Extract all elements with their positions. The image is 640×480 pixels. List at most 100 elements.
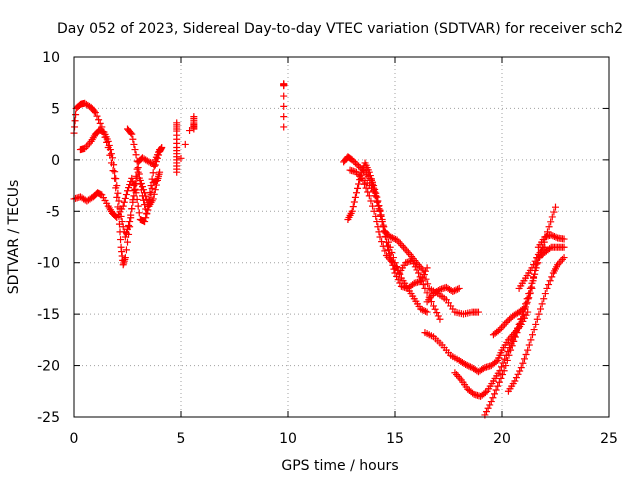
data-point xyxy=(130,192,138,200)
data-point xyxy=(492,386,500,394)
data-point xyxy=(433,309,441,317)
data-point xyxy=(455,284,463,292)
data-point xyxy=(134,164,142,172)
data-point xyxy=(109,167,117,175)
data-point xyxy=(371,185,379,193)
data-point xyxy=(518,315,526,323)
data-point xyxy=(173,168,181,176)
data-point xyxy=(142,192,150,200)
x-tick-label: 20 xyxy=(493,431,511,447)
data-point xyxy=(388,234,396,242)
data-point xyxy=(499,371,507,379)
data-point xyxy=(552,203,559,211)
data-point xyxy=(530,261,538,269)
data-point xyxy=(533,315,541,323)
data-point xyxy=(350,198,358,206)
data-point xyxy=(528,331,536,339)
data-point xyxy=(541,290,549,298)
data-point xyxy=(128,130,136,138)
data-point xyxy=(502,318,510,326)
data-point xyxy=(505,315,513,323)
data-point xyxy=(177,154,185,162)
data-point xyxy=(535,310,543,318)
data-point xyxy=(132,151,140,159)
data-point xyxy=(497,374,505,382)
data-point xyxy=(500,367,508,375)
data-point xyxy=(546,277,554,285)
data-point xyxy=(350,157,358,165)
data-point xyxy=(105,141,113,149)
data-point xyxy=(365,168,373,176)
data-point xyxy=(122,246,130,254)
data-point xyxy=(124,225,131,233)
data-point xyxy=(463,361,471,369)
data-point xyxy=(377,212,385,220)
data-point xyxy=(484,404,492,412)
data-point xyxy=(552,233,560,241)
data-point xyxy=(548,273,556,281)
data-point xyxy=(145,158,153,166)
data-point xyxy=(352,189,360,197)
data-point xyxy=(423,308,431,316)
data-point xyxy=(530,326,538,334)
data-point xyxy=(381,247,389,255)
data-point xyxy=(525,294,533,302)
data-point xyxy=(532,320,540,328)
data-point xyxy=(497,324,505,332)
data-point xyxy=(474,308,482,316)
data-point xyxy=(113,193,121,201)
data-point xyxy=(128,205,136,213)
data-point xyxy=(369,202,377,210)
data-point xyxy=(494,382,502,390)
y-tick-label: 10 xyxy=(42,50,60,66)
data-point xyxy=(481,389,489,397)
data-point xyxy=(526,289,534,297)
data-point xyxy=(371,192,379,200)
data-point xyxy=(385,246,393,254)
data-point xyxy=(122,191,130,199)
data-point xyxy=(557,257,565,265)
data-point xyxy=(351,159,359,167)
data-point xyxy=(95,116,103,124)
data-point xyxy=(135,170,143,178)
data-point xyxy=(71,123,79,131)
series-track-10 xyxy=(361,176,482,318)
data-point xyxy=(419,266,427,274)
data-point xyxy=(109,154,117,162)
data-point xyxy=(495,378,503,386)
data-point xyxy=(450,287,458,295)
data-point xyxy=(400,243,408,251)
data-point xyxy=(451,369,459,377)
y-axis-label: SDTVAR / TECUs xyxy=(6,180,22,295)
data-point xyxy=(359,165,367,173)
data-point xyxy=(365,192,373,200)
data-point xyxy=(502,362,510,370)
data-point xyxy=(369,178,377,186)
series-track-6 xyxy=(280,80,288,131)
data-point xyxy=(558,255,566,263)
data-point xyxy=(522,351,530,359)
series-track-4 xyxy=(124,125,161,210)
data-point xyxy=(373,197,381,205)
data-point xyxy=(503,356,511,364)
data-point xyxy=(550,208,558,216)
data-point xyxy=(465,362,473,370)
data-point xyxy=(129,135,137,143)
data-point xyxy=(528,284,536,292)
data-point xyxy=(424,280,432,288)
data-point xyxy=(396,279,404,287)
data-point xyxy=(71,117,79,125)
data-point xyxy=(152,181,160,189)
data-point xyxy=(104,137,112,145)
data-point xyxy=(511,333,519,341)
data-point xyxy=(93,112,101,120)
data-point xyxy=(124,187,131,195)
data-point xyxy=(550,232,558,240)
data-point xyxy=(91,109,99,117)
data-point xyxy=(141,218,149,226)
data-point xyxy=(420,271,428,279)
data-point xyxy=(367,175,375,183)
data-point xyxy=(454,372,462,380)
data-point xyxy=(131,186,139,194)
